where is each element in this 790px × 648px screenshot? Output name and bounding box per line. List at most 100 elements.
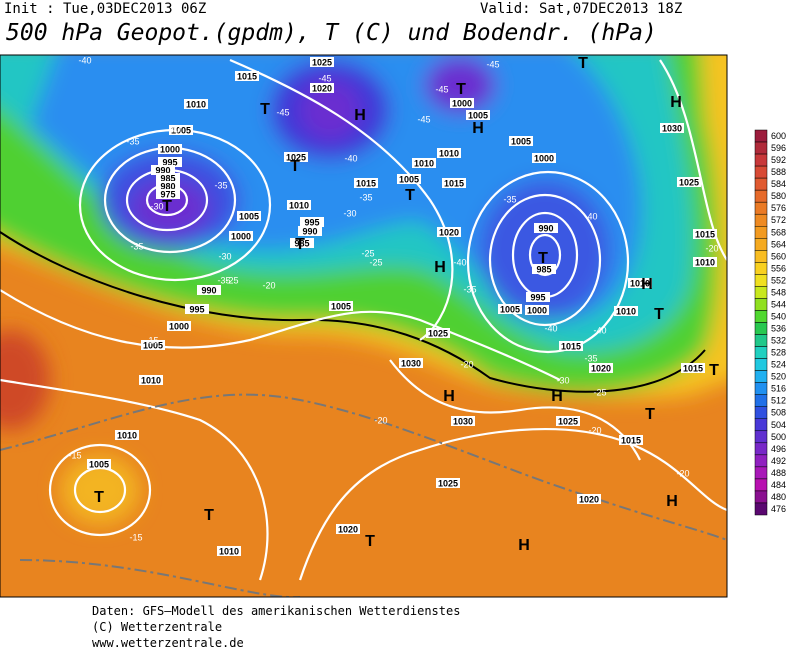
pressure-center: T [260,101,270,118]
legend-label: 504 [771,420,786,430]
pressure-center: T [645,406,655,423]
pressure-center: H [670,94,682,111]
footer: Daten: GFS–Modell des amerikanischen Wet… [92,604,460,648]
legend-label: 480 [771,492,786,502]
pressure-label: 1005 [239,212,259,222]
legend-label: 476 [771,504,786,514]
legend-cell [754,466,768,480]
legend-label: 540 [771,311,786,321]
label-box [156,173,180,183]
label-box [237,211,261,221]
pressure-center: T [162,198,172,215]
legend-cell [754,406,768,419]
map-labels: 1015102510201010100510009959909859809751… [68,55,719,557]
temperature-label: -35 [130,242,143,252]
label-box [426,328,450,338]
map [0,55,727,597]
temperature-label: -30 [556,376,569,386]
temperature-label: -45 [318,74,331,84]
temperature-label: -40 [544,324,557,334]
temperature-label: -45 [486,60,499,70]
pressure-label: 1020 [439,228,459,238]
label-box [660,123,684,133]
legend-cell [754,346,768,359]
pressure-label: 1015 [356,179,376,189]
legend-cell [754,358,768,371]
pressure-label: 1010 [695,258,715,268]
temperature-label: -35 [463,285,476,295]
legend-label: 528 [771,348,786,358]
legend-cell [754,322,768,335]
pressure-center: H [434,259,446,276]
temperature-label: -40 [453,258,466,268]
pressure-label: 1020 [579,495,599,505]
pressure-label: 995 [162,158,177,168]
label-box [310,83,334,93]
label-box [298,226,322,236]
label-box [197,285,221,295]
label-box [466,110,490,120]
pressure-label: 1005 [500,305,520,315]
pressure-label: 1025 [558,417,578,427]
legend-cell [754,238,768,251]
temperature-label: -30 [218,252,231,262]
valid-time: Valid: Sat,07DEC2013 18Z [480,1,682,17]
pressure-label: 1015 [695,230,715,240]
label-box [589,363,613,373]
legend-cell [754,478,768,492]
pressure-label: 1000 [160,145,180,155]
temperature-label: -15 [68,451,81,461]
pressure-label: 1005 [331,302,351,312]
legend-label: 496 [771,444,786,454]
legend-label: 568 [771,227,786,237]
legend-cell [754,226,768,239]
temperature-label: -45 [276,108,289,118]
label-box [235,71,259,81]
label-box [397,174,421,184]
pressure-label: 1000 [169,322,189,332]
pressure-label: 1025 [679,178,699,188]
legend-label: 516 [771,384,786,394]
label-box [525,305,549,315]
pressure-label: 1015 [561,342,581,352]
legend-label: 556 [771,263,786,273]
pressure-center: H [518,537,530,554]
label-box [526,292,550,302]
pressure-label: 1010 [289,201,309,211]
label-box [184,99,208,109]
label-box [450,98,474,108]
legend-cell [754,201,768,215]
pressure-label: 1010 [630,279,650,289]
legend-cell [754,262,768,275]
temperature-label: -40 [593,326,606,336]
legend-cell [754,334,768,347]
label-box [556,416,580,426]
label-box [437,148,461,158]
temperature-label: -25 [369,258,382,268]
legend-label: 576 [771,203,786,213]
temperature-label: -20 [676,469,689,479]
pressure-label: 1030 [453,417,473,427]
label-box [158,157,182,167]
temperature-label: -45 [435,85,448,95]
pressure-label: 985 [294,239,309,249]
pressure-center: T [204,507,214,524]
label-box [498,304,522,314]
legend-label: 512 [771,396,786,406]
legend-cell [754,430,768,444]
footer-line: www.wetterzentrale.de [92,636,244,648]
legend-cell [754,250,768,263]
temperature-label: -35 [217,276,230,286]
legend-label: 500 [771,432,786,442]
temperature-label: -20 [705,244,718,254]
label-box [169,125,193,135]
label-box [614,306,638,316]
label-box [509,136,533,146]
pressure-center: T [405,187,415,204]
legend-cell [754,274,768,287]
temperature-label: -25 [225,276,238,286]
pressure-center: H [354,107,366,124]
legend-label: 536 [771,324,786,334]
pressure-center: T [295,236,305,253]
label-box [300,217,324,227]
